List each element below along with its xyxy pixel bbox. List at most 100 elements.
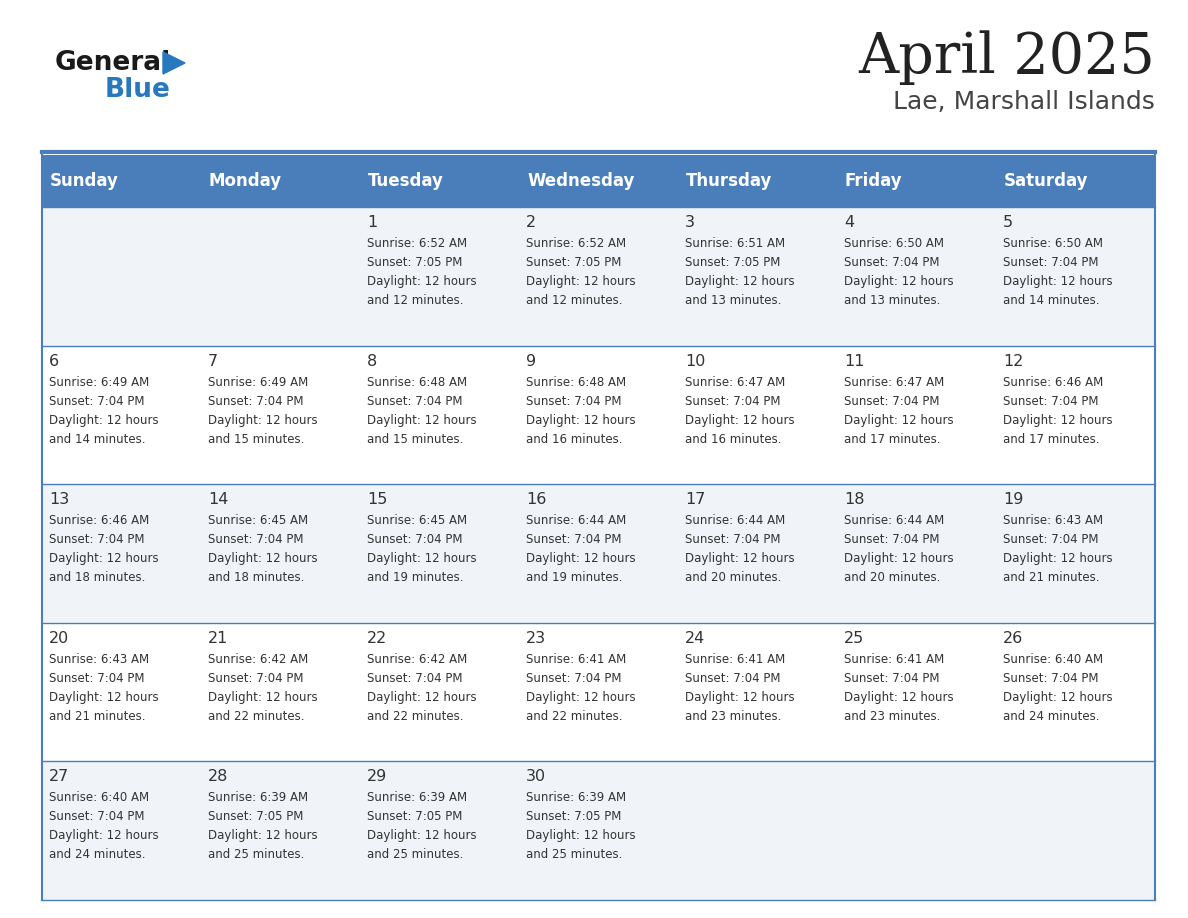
Text: 24: 24 bbox=[685, 631, 706, 645]
Bar bbox=[838, 484, 996, 622]
Text: Daylight: 12 hours: Daylight: 12 hours bbox=[685, 414, 795, 427]
Bar bbox=[838, 622, 996, 761]
Bar bbox=[201, 345, 360, 484]
Text: Sunset: 7:05 PM: Sunset: 7:05 PM bbox=[208, 811, 303, 823]
Text: Daylight: 12 hours: Daylight: 12 hours bbox=[367, 275, 476, 288]
Text: Daylight: 12 hours: Daylight: 12 hours bbox=[1003, 553, 1113, 565]
Bar bbox=[201, 761, 360, 900]
Text: Sunset: 7:05 PM: Sunset: 7:05 PM bbox=[367, 811, 462, 823]
Text: Sunrise: 6:47 AM: Sunrise: 6:47 AM bbox=[843, 375, 944, 388]
Text: and 19 minutes.: and 19 minutes. bbox=[526, 571, 623, 584]
Bar bbox=[42, 155, 201, 207]
Text: Sunrise: 6:48 AM: Sunrise: 6:48 AM bbox=[526, 375, 626, 388]
Bar bbox=[360, 207, 519, 345]
Bar bbox=[201, 484, 360, 622]
Text: 7: 7 bbox=[208, 353, 219, 369]
Text: 15: 15 bbox=[367, 492, 387, 508]
Text: 10: 10 bbox=[685, 353, 706, 369]
Text: Daylight: 12 hours: Daylight: 12 hours bbox=[367, 553, 476, 565]
Text: 28: 28 bbox=[208, 769, 228, 784]
Text: Sunrise: 6:43 AM: Sunrise: 6:43 AM bbox=[49, 653, 150, 666]
Text: and 21 minutes.: and 21 minutes. bbox=[49, 710, 145, 722]
Text: 14: 14 bbox=[208, 492, 228, 508]
Text: Sunset: 7:04 PM: Sunset: 7:04 PM bbox=[1003, 256, 1099, 269]
Text: Sunset: 7:04 PM: Sunset: 7:04 PM bbox=[49, 811, 145, 823]
Text: Sunrise: 6:42 AM: Sunrise: 6:42 AM bbox=[367, 653, 467, 666]
Text: Sunset: 7:04 PM: Sunset: 7:04 PM bbox=[1003, 395, 1099, 408]
Text: 2: 2 bbox=[526, 215, 536, 230]
Bar bbox=[42, 207, 201, 345]
Text: Sunrise: 6:44 AM: Sunrise: 6:44 AM bbox=[526, 514, 626, 527]
Text: Sunset: 7:04 PM: Sunset: 7:04 PM bbox=[843, 395, 940, 408]
Bar bbox=[42, 761, 201, 900]
Text: 26: 26 bbox=[1003, 631, 1023, 645]
Text: Sunrise: 6:45 AM: Sunrise: 6:45 AM bbox=[208, 514, 308, 527]
Text: Sunrise: 6:45 AM: Sunrise: 6:45 AM bbox=[367, 514, 467, 527]
Text: and 13 minutes.: and 13 minutes. bbox=[843, 294, 941, 307]
Text: 11: 11 bbox=[843, 353, 865, 369]
Bar bbox=[519, 345, 678, 484]
Bar bbox=[519, 622, 678, 761]
Text: Daylight: 12 hours: Daylight: 12 hours bbox=[208, 414, 317, 427]
Text: Sunrise: 6:39 AM: Sunrise: 6:39 AM bbox=[367, 791, 467, 804]
Bar bbox=[360, 345, 519, 484]
Text: and 17 minutes.: and 17 minutes. bbox=[1003, 432, 1100, 445]
Text: and 25 minutes.: and 25 minutes. bbox=[208, 848, 304, 861]
Bar bbox=[678, 207, 838, 345]
Text: Daylight: 12 hours: Daylight: 12 hours bbox=[1003, 414, 1113, 427]
Text: General: General bbox=[55, 50, 171, 76]
Text: Daylight: 12 hours: Daylight: 12 hours bbox=[843, 275, 954, 288]
Text: Sunset: 7:04 PM: Sunset: 7:04 PM bbox=[208, 395, 303, 408]
Bar bbox=[678, 155, 838, 207]
Text: Sunset: 7:04 PM: Sunset: 7:04 PM bbox=[208, 533, 303, 546]
Bar bbox=[42, 484, 201, 622]
Text: Sunset: 7:05 PM: Sunset: 7:05 PM bbox=[367, 256, 462, 269]
Text: 29: 29 bbox=[367, 769, 387, 784]
Text: Sunset: 7:04 PM: Sunset: 7:04 PM bbox=[685, 395, 781, 408]
Text: and 22 minutes.: and 22 minutes. bbox=[208, 710, 304, 722]
Text: 3: 3 bbox=[685, 215, 695, 230]
Text: Daylight: 12 hours: Daylight: 12 hours bbox=[208, 691, 317, 704]
Text: Sunset: 7:04 PM: Sunset: 7:04 PM bbox=[1003, 533, 1099, 546]
Text: Sunrise: 6:41 AM: Sunrise: 6:41 AM bbox=[843, 653, 944, 666]
Text: Sunset: 7:04 PM: Sunset: 7:04 PM bbox=[526, 672, 621, 685]
Text: and 14 minutes.: and 14 minutes. bbox=[1003, 294, 1100, 307]
Text: Monday: Monday bbox=[209, 172, 282, 190]
Text: Friday: Friday bbox=[845, 172, 903, 190]
Text: and 22 minutes.: and 22 minutes. bbox=[526, 710, 623, 722]
Text: and 24 minutes.: and 24 minutes. bbox=[49, 848, 145, 861]
Bar bbox=[838, 761, 996, 900]
Bar bbox=[42, 622, 201, 761]
Text: 27: 27 bbox=[49, 769, 69, 784]
Text: Daylight: 12 hours: Daylight: 12 hours bbox=[367, 414, 476, 427]
Text: Sunrise: 6:42 AM: Sunrise: 6:42 AM bbox=[208, 653, 308, 666]
Bar bbox=[201, 155, 360, 207]
Text: Sunset: 7:04 PM: Sunset: 7:04 PM bbox=[208, 672, 303, 685]
Text: 25: 25 bbox=[843, 631, 864, 645]
Text: 19: 19 bbox=[1003, 492, 1023, 508]
Text: and 25 minutes.: and 25 minutes. bbox=[526, 848, 623, 861]
Text: and 18 minutes.: and 18 minutes. bbox=[49, 571, 145, 584]
Text: 30: 30 bbox=[526, 769, 546, 784]
Text: Sunrise: 6:47 AM: Sunrise: 6:47 AM bbox=[685, 375, 785, 388]
Text: Sunset: 7:04 PM: Sunset: 7:04 PM bbox=[49, 672, 145, 685]
Text: Daylight: 12 hours: Daylight: 12 hours bbox=[49, 829, 159, 843]
Text: Sunrise: 6:43 AM: Sunrise: 6:43 AM bbox=[1003, 514, 1104, 527]
Text: Sunset: 7:04 PM: Sunset: 7:04 PM bbox=[526, 395, 621, 408]
Bar bbox=[360, 155, 519, 207]
Text: 8: 8 bbox=[367, 353, 378, 369]
Text: Sunrise: 6:49 AM: Sunrise: 6:49 AM bbox=[49, 375, 150, 388]
Bar bbox=[996, 622, 1155, 761]
Bar bbox=[519, 155, 678, 207]
Text: and 15 minutes.: and 15 minutes. bbox=[208, 432, 304, 445]
Text: 4: 4 bbox=[843, 215, 854, 230]
Text: Sunrise: 6:41 AM: Sunrise: 6:41 AM bbox=[685, 653, 785, 666]
Text: Sunset: 7:04 PM: Sunset: 7:04 PM bbox=[367, 395, 462, 408]
Text: and 16 minutes.: and 16 minutes. bbox=[526, 432, 623, 445]
Text: 9: 9 bbox=[526, 353, 536, 369]
Bar bbox=[996, 207, 1155, 345]
Text: 16: 16 bbox=[526, 492, 546, 508]
Text: Daylight: 12 hours: Daylight: 12 hours bbox=[843, 553, 954, 565]
Bar bbox=[201, 622, 360, 761]
Text: Sunrise: 6:48 AM: Sunrise: 6:48 AM bbox=[367, 375, 467, 388]
